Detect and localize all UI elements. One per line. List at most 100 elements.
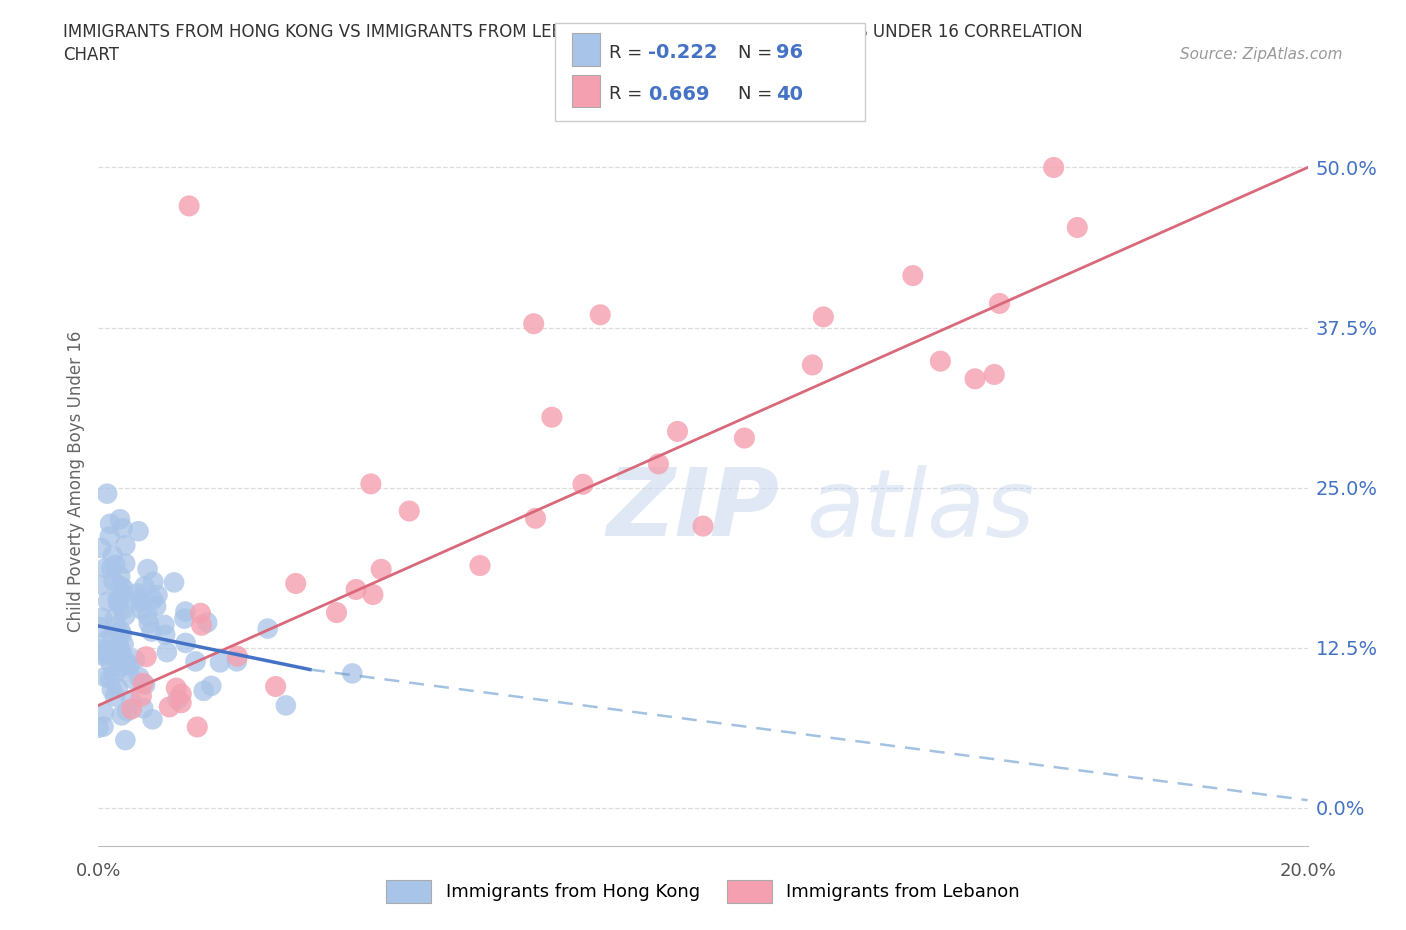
Point [523,316,546,331]
Point [103,574,125,589]
Point [111,627,134,642]
Point [135,649,157,664]
Point [361,587,384,602]
Point [111,603,134,618]
Legend: Immigrants from Hong Kong, Immigrants from Lebanon: Immigrants from Hong Kong, Immigrants fr… [378,872,1028,910]
Y-axis label: Child Poverty Among Boys Under 16: Child Poverty Among Boys Under 16 [66,330,84,632]
Point [120,693,142,708]
Point [468,558,491,573]
Point [524,511,547,525]
Point [118,658,141,673]
Point [101,643,124,658]
Point [107,591,129,605]
Text: N =: N = [738,86,778,103]
Point [901,268,924,283]
Point [155,628,177,643]
Point [110,645,132,660]
Point [184,654,207,669]
Point [114,538,136,552]
Text: atlas: atlas [806,465,1033,556]
Point [256,621,278,636]
Point [170,686,193,701]
Point [166,692,188,707]
Point [733,431,755,445]
Point [1042,160,1064,175]
Point [264,679,287,694]
Point [540,410,562,425]
Point [145,599,167,614]
Point [90,578,112,592]
Point [190,605,212,620]
Text: -0.222: -0.222 [648,43,718,62]
Point [104,611,127,626]
Point [200,678,222,693]
Point [89,645,111,660]
Point [193,684,215,698]
Point [225,654,247,669]
Point [98,516,121,531]
Point [110,642,132,657]
Point [398,504,420,519]
Point [110,579,132,594]
Point [112,581,135,596]
Point [115,655,138,670]
Point [170,696,193,711]
Point [124,652,146,667]
Point [179,198,201,213]
Point [128,670,150,684]
Point [103,667,125,682]
Text: CHART: CHART [63,46,120,64]
Point [813,310,835,325]
Text: ZIP: ZIP [606,464,779,556]
Point [110,569,132,584]
Text: IMMIGRANTS FROM HONG KONG VS IMMIGRANTS FROM LEBANON CHILD POVERTY AMONG BOYS UN: IMMIGRANTS FROM HONG KONG VS IMMIGRANTS … [63,23,1083,41]
Point [141,711,163,726]
Point [572,477,595,492]
Point [190,618,212,632]
Point [666,424,689,439]
Point [132,701,155,716]
Point [101,682,124,697]
Point [174,604,197,619]
Point [127,586,149,601]
Point [104,557,127,572]
Point [98,671,121,686]
Point [107,640,129,655]
Point [153,618,176,632]
Point [90,540,112,555]
Point [94,670,117,684]
Point [93,706,115,721]
Point [128,591,150,606]
Point [195,615,218,630]
Point [325,605,347,620]
Point [136,562,159,577]
Point [93,648,115,663]
Point [90,610,112,625]
Text: Source: ZipAtlas.com: Source: ZipAtlas.com [1180,46,1343,61]
Point [93,719,115,734]
Point [186,720,208,735]
Point [128,524,150,538]
Point [117,704,139,719]
Text: N =: N = [738,44,778,61]
Point [108,595,131,610]
Point [173,611,195,626]
Point [647,457,669,472]
Text: 0.0%: 0.0% [76,862,121,880]
Text: 96: 96 [776,43,803,62]
Point [156,644,179,659]
Text: 0.669: 0.669 [648,85,710,103]
Point [107,595,129,610]
Point [274,698,297,713]
Point [138,616,160,631]
Point [94,561,117,576]
Point [131,602,153,617]
Point [360,476,382,491]
Point [87,721,110,736]
Point [965,371,987,386]
Point [110,708,132,723]
Point [344,582,367,597]
Point [1066,220,1088,235]
Point [110,659,132,674]
Point [111,587,134,602]
